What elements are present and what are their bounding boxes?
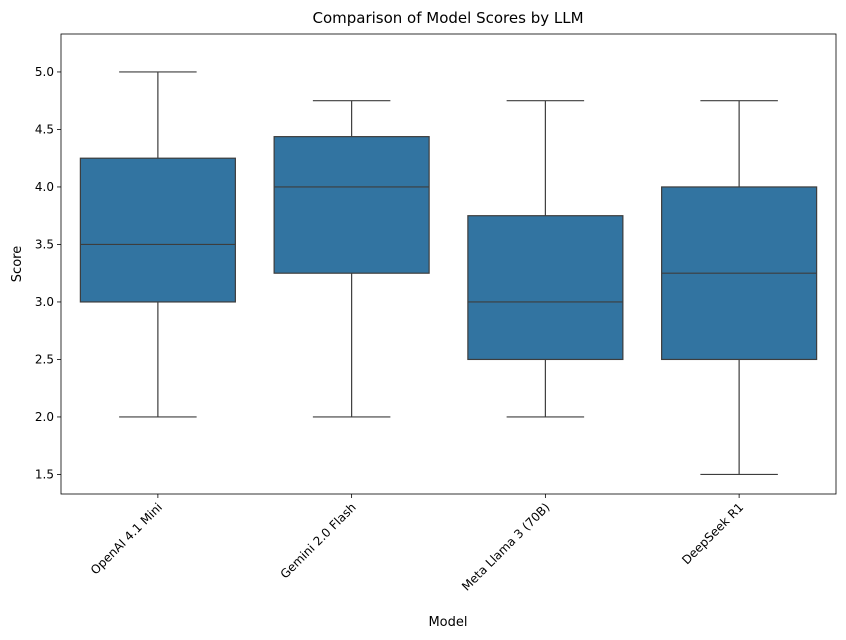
y-tick-label: 2.0 (35, 410, 54, 424)
y-tick-label: 4.0 (35, 180, 54, 194)
plot-area-frame (60, 33, 837, 495)
chart-title: Comparison of Model Scores by LLM (312, 9, 583, 27)
box-2 (273, 100, 430, 418)
y-tick-label: 4.5 (35, 122, 54, 136)
interquartile-box (273, 136, 430, 274)
y-axis-label: Score (10, 246, 25, 282)
y-tick-label: 5.0 (35, 65, 54, 79)
x-axis-label: Model (428, 615, 467, 630)
y-tick-label: 3.0 (35, 295, 54, 309)
interquartile-box (467, 215, 624, 361)
box-4 (661, 100, 818, 476)
box-series (79, 71, 818, 476)
interquartile-box (79, 157, 236, 303)
y-axis: 1.5 2.0 2.5 3.0 3.5 4.0 4.5 5.0 (35, 65, 61, 481)
box-3 (467, 100, 624, 418)
box-1 (79, 71, 236, 418)
y-tick-label: 3.5 (35, 237, 54, 251)
y-tick-label: 2.5 (35, 352, 54, 366)
y-tick-label: 1.5 (35, 467, 54, 481)
